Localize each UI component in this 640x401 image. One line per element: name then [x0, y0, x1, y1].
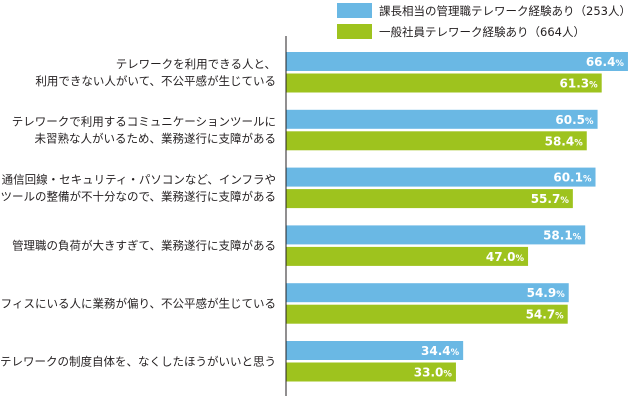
category-labels: テレワークを利用できる人と、利用できない人がいて、不公平感が生じているテレワーク…	[0, 57, 276, 369]
data-label-series1-cat1: 66.4%	[586, 55, 625, 69]
data-label-series1-cat6: 34.4%	[421, 344, 460, 358]
category-label-5-line-1: オフィスにいる人に業務が偏り、不公平感が生じている	[0, 296, 276, 310]
category-label-4-line-1: 管理職の負荷が大きすぎて、業務遂行に支障がある	[12, 239, 276, 253]
bar-series1-cat1	[286, 52, 628, 71]
data-label-series2-cat3: 55.7%	[531, 192, 570, 206]
category-label-2-line-2: 未習熟な人がいるため、業務遂行に支障がある	[35, 132, 277, 146]
legend: 課長相当の管理職テレワーク経験あり（253人） 一般社員テレワーク経験あり（664…	[337, 3, 631, 39]
data-label-series1-cat5: 54.9%	[527, 286, 566, 300]
legend-label-2: 一般社員テレワーク経験あり（664人）	[379, 25, 585, 39]
bar-series2-cat3	[286, 189, 573, 209]
data-label-series2-cat4: 47.0%	[486, 250, 525, 264]
data-label-series1-cat2: 60.5%	[555, 113, 594, 127]
bar-series2-cat6	[286, 362, 456, 382]
bar-series1-cat6	[286, 341, 464, 360]
data-label-series1-cat4: 58.1%	[543, 228, 582, 242]
legend-swatch-2	[337, 24, 372, 39]
category-label-3-line-1: 通信回線・セキュリティ・パソコンなど、インフラや	[2, 172, 276, 186]
bar-series2-cat5	[286, 304, 568, 324]
bar-series1-cat3	[286, 167, 596, 187]
bar-series1-cat4	[286, 225, 586, 245]
category-label-2-line-1: テレワークで利用するコミュニケーションツールに	[12, 115, 276, 129]
category-label-1-line-1: テレワークを利用できる人と、	[116, 57, 276, 71]
bar-series2-cat1	[286, 73, 602, 93]
data-label-series2-cat2: 58.4%	[545, 134, 584, 148]
category-label-3-line-2: ツールの整備が不十分なので、業務遂行に支障がある	[0, 189, 276, 203]
bar-series1-cat2	[286, 109, 598, 129]
category-label-1-line-2: 利用できない人がいて、不公平感が生じている	[35, 74, 276, 88]
legend-label-1: 課長相当の管理職テレワーク経験あり（253人）	[379, 4, 631, 18]
bars-group: 66.4% 61.3% 60.5% 58.4% 60.1% 55.7% 58.1% 47.0%…	[286, 52, 628, 382]
category-label-6-line-1: テレワークの制度自体を、なくしたほうがいいと思う	[0, 354, 276, 368]
bar-series2-cat4	[286, 246, 529, 266]
data-label-series1-cat3: 60.1%	[553, 171, 592, 185]
bar-series2-cat2	[286, 131, 587, 151]
legend-swatch-1	[337, 3, 372, 18]
data-label-series2-cat5: 54.7%	[526, 308, 565, 322]
data-label-series2-cat1: 61.3%	[560, 77, 599, 91]
bar-series1-cat5	[286, 283, 569, 303]
data-label-series2-cat6: 33.0%	[414, 366, 453, 380]
